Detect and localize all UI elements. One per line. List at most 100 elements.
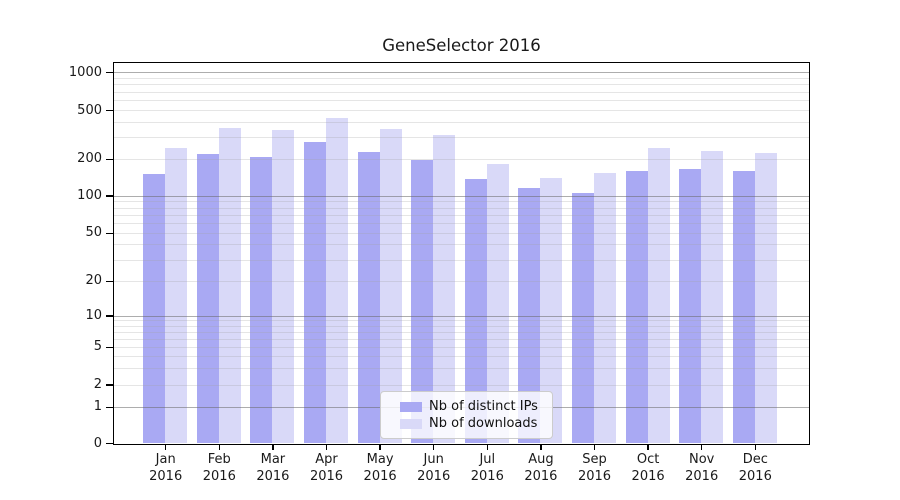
ytick-100 xyxy=(106,195,114,197)
gridline-minor-4 xyxy=(114,355,809,357)
gridline-major-10 xyxy=(114,315,809,317)
xtick-nov xyxy=(700,445,703,450)
gridline-minor-50 xyxy=(114,232,809,234)
xtick-apr xyxy=(325,445,328,450)
bar-dec-nb-of-distinct-ips xyxy=(732,170,755,443)
gridline-minor-60 xyxy=(114,222,809,224)
gridline-minor-5 xyxy=(114,346,809,348)
bar-sep-nb-of-distinct-ips xyxy=(572,192,594,443)
xtick-label-dec: Dec 2016 xyxy=(738,452,772,484)
gridline-minor-200 xyxy=(114,158,809,160)
xtick-may xyxy=(379,445,381,450)
ytick-50 xyxy=(106,232,114,235)
chart-title: GeneSelector 2016 xyxy=(382,36,541,55)
bar-aug-nb-of-downloads xyxy=(540,177,563,443)
xtick-label-nov: Nov 2016 xyxy=(685,452,719,484)
bar-nov-nb-of-downloads xyxy=(701,150,724,443)
gridline-minor-900 xyxy=(114,77,809,79)
bar-jun-nb-of-distinct-ips xyxy=(411,160,434,443)
bar-feb-nb-of-downloads xyxy=(218,127,241,443)
xtick-jan xyxy=(164,445,167,450)
ytick-label-2: 2 xyxy=(93,377,102,392)
xtick-label-feb: Feb 2016 xyxy=(202,452,236,484)
bar-feb-nb-of-distinct-ips xyxy=(196,154,219,443)
gridline-minor-30 xyxy=(114,259,809,261)
gridline-minor-90 xyxy=(114,201,809,203)
gridline-minor-300 xyxy=(114,137,809,139)
xtick-dec xyxy=(754,445,757,450)
xtick-label-jul: Jul 2016 xyxy=(470,452,504,484)
ytick-20 xyxy=(106,280,114,283)
ytick-label-200: 200 xyxy=(77,151,102,167)
ytick-label-50: 50 xyxy=(85,225,102,241)
ytick-0 xyxy=(106,442,114,445)
gridline-minor-7 xyxy=(114,331,809,333)
xtick-label-may: May 2016 xyxy=(363,452,397,484)
xtick-feb xyxy=(218,445,221,450)
ytick-label-100: 100 xyxy=(77,188,102,203)
gridline-minor-500 xyxy=(114,110,809,112)
bar-oct-nb-of-distinct-ips xyxy=(625,170,648,443)
bar-mar-nb-of-distinct-ips xyxy=(250,156,273,443)
plot-area xyxy=(113,62,810,445)
xtick-label-oct: Oct 2016 xyxy=(631,452,665,484)
bar-jan-nb-of-downloads xyxy=(165,148,188,443)
gridline-minor-20 xyxy=(114,280,809,282)
legend: Nb of distinct IPs Nb of downloads xyxy=(380,391,553,439)
bar-jul-nb-of-distinct-ips xyxy=(464,178,487,443)
bar-may-nb-of-distinct-ips xyxy=(357,151,380,443)
gridline-minor-9 xyxy=(114,320,809,322)
ytick-label-5: 5 xyxy=(93,339,102,355)
gridline-minor-2 xyxy=(114,384,809,386)
bar-sep-nb-of-downloads xyxy=(594,172,616,443)
ytick-5 xyxy=(106,346,114,349)
gridline-minor-700 xyxy=(114,91,809,93)
legend-item-distinct-ips: Nb of distinct IPs xyxy=(400,398,544,415)
xtick-label-mar: Mar 2016 xyxy=(256,452,290,484)
xtick-label-sep: Sep 2016 xyxy=(577,452,612,484)
bar-oct-nb-of-downloads xyxy=(647,148,670,443)
ytick-label-1000: 1000 xyxy=(68,64,102,80)
bar-apr-nb-of-distinct-ips xyxy=(304,141,326,443)
gridline-minor-70 xyxy=(114,214,809,216)
ytick-label-20: 20 xyxy=(85,273,102,289)
gridline-minor-400 xyxy=(114,122,809,124)
bar-jan-nb-of-distinct-ips xyxy=(143,174,166,443)
xtick-sep xyxy=(593,445,596,450)
bar-nov-nb-of-distinct-ips xyxy=(679,168,702,443)
gridline-minor-3 xyxy=(114,367,809,369)
legend-label-distinct-ips: Nb of distinct IPs xyxy=(429,399,538,414)
legend-label-downloads: Nb of downloads xyxy=(429,416,538,431)
xtick-oct xyxy=(647,445,649,450)
ytick-label-500: 500 xyxy=(77,102,102,118)
legend-item-downloads: Nb of downloads xyxy=(400,415,544,432)
gridline-minor-800 xyxy=(114,84,809,86)
bar-jun-nb-of-downloads xyxy=(433,134,456,443)
ytick-label-0: 0 xyxy=(93,435,102,451)
xtick-label-aug: Aug 2016 xyxy=(524,452,558,484)
ytick-label-10: 10 xyxy=(85,308,102,323)
bar-dec-nb-of-downloads xyxy=(754,153,777,443)
ytick-200 xyxy=(106,158,114,161)
ytick-1000 xyxy=(106,71,114,74)
ytick-1 xyxy=(106,406,114,409)
ytick-10 xyxy=(106,315,114,317)
bar-mar-nb-of-downloads xyxy=(272,129,295,443)
ytick-500 xyxy=(106,109,114,112)
xtick-jun xyxy=(432,445,435,450)
bar-apr-nb-of-downloads xyxy=(326,117,348,443)
bar-jul-nb-of-downloads xyxy=(486,164,509,443)
xtick-label-apr: Apr 2016 xyxy=(309,452,344,484)
xtick-mar xyxy=(272,445,274,450)
xtick-jul xyxy=(486,445,489,450)
bar-may-nb-of-downloads xyxy=(379,129,402,443)
gridline-minor-80 xyxy=(114,207,809,209)
gridline-major-1000 xyxy=(114,72,809,74)
gridline-major-100 xyxy=(114,195,809,197)
gridline-minor-8 xyxy=(114,325,809,327)
legend-swatch-distinct-ips-icon xyxy=(400,401,422,412)
ytick-label-1: 1 xyxy=(93,399,102,415)
ytick-2 xyxy=(106,384,114,386)
xtick-aug xyxy=(540,445,542,450)
